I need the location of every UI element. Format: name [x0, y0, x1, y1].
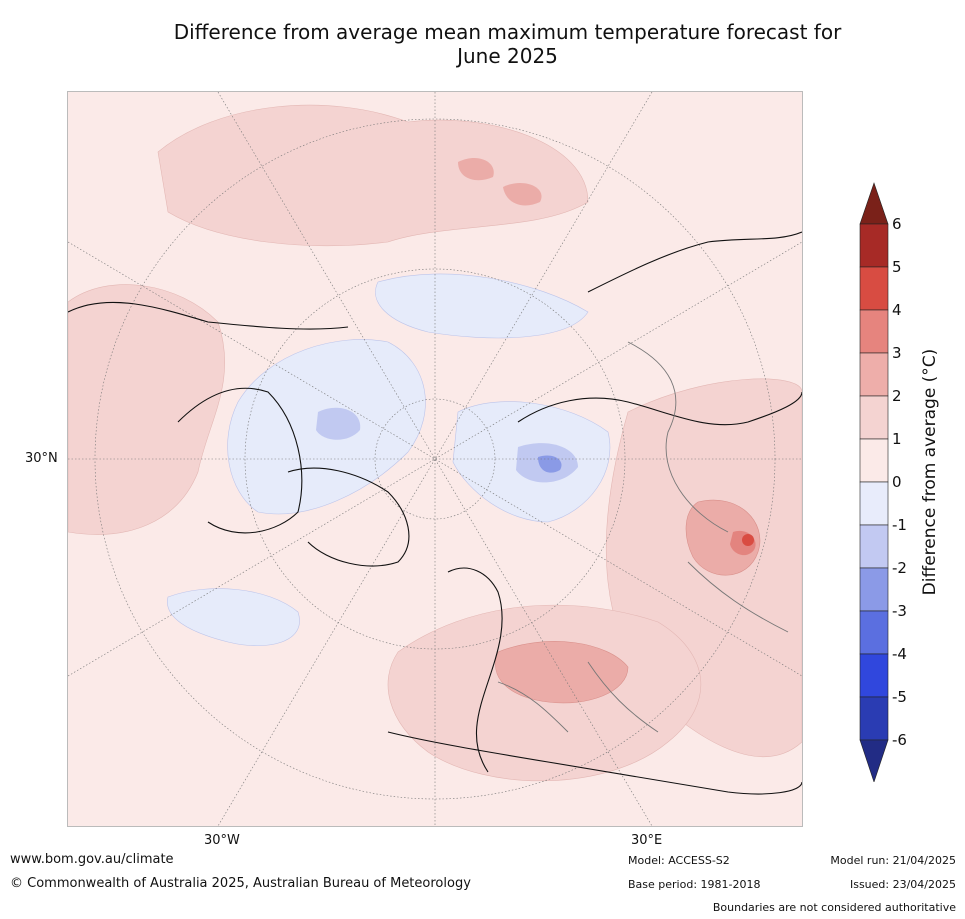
- colorbar-band: [859, 610, 889, 655]
- colorbar-under-arrow: [859, 739, 889, 783]
- colorbar-tick-label: 4: [892, 301, 902, 319]
- footer-copyright: © Commonwealth of Australia 2025, Austra…: [10, 876, 471, 891]
- colorbar-band: [859, 309, 889, 354]
- colorbar-svg: [859, 182, 889, 783]
- colorbar-band: [859, 653, 889, 698]
- colorbar-band: [859, 524, 889, 569]
- colorbar-tick-label: 0: [892, 473, 902, 491]
- title-line-1: Difference from average mean maximum tem…: [173, 20, 842, 44]
- warm-region-siberia: [685, 499, 761, 576]
- lat-label-30n: 30°N: [25, 451, 58, 466]
- colorbar-tick-label: 6: [892, 215, 902, 233]
- footer-url[interactable]: www.bom.gov.au/climate: [10, 852, 174, 867]
- colorbar-band: [859, 395, 889, 440]
- colorbar-band: [859, 266, 889, 311]
- colorbar-band: [859, 481, 889, 526]
- cool-region-atlantic: [167, 588, 300, 647]
- hot-spot-core: [742, 534, 754, 546]
- colorbar-tick-label: 3: [892, 344, 902, 362]
- colorbar-tick-label: -6: [892, 731, 907, 749]
- footer-model-run: Model run: 21/04/2025: [830, 854, 956, 867]
- warm-region-north-pacific: [157, 104, 589, 247]
- colorbar-tick-label: -3: [892, 602, 907, 620]
- lon-label-30e: 30°E: [631, 833, 663, 848]
- footer-disclaimer: Boundaries are not considered authoritat…: [712, 901, 956, 914]
- colorbar-band: [859, 352, 889, 397]
- chart-title: Difference from average mean maximum tem…: [0, 20, 965, 68]
- colorbar: [859, 182, 889, 786]
- colorbar-band: [859, 438, 889, 483]
- warm-spot-north-2: [503, 182, 542, 206]
- footer-model: Model: ACCESS-S2: [628, 854, 730, 867]
- title-line-2: June 2025: [457, 44, 558, 68]
- country-boundaries: [497, 341, 789, 733]
- colorbar-band: [859, 696, 889, 741]
- warm-spot-north: [458, 157, 494, 181]
- warm-region-north-america: [68, 284, 226, 535]
- cool-region-siberia-north: [375, 273, 589, 339]
- graticule: [68, 92, 802, 826]
- colorbar-tick-label: 5: [892, 258, 902, 276]
- colorbar-tick-label: -1: [892, 516, 907, 534]
- colorbar-over-arrow: [859, 182, 889, 225]
- cool-deep-kara: [538, 455, 562, 473]
- colorbar-tick-label: -4: [892, 645, 907, 663]
- footer-issued: Issued: 23/04/2025: [849, 878, 956, 891]
- map-svg: [68, 92, 802, 826]
- footer-base-period: Base period: 1981-2018: [628, 878, 761, 891]
- colorbar-tick-label: -5: [892, 688, 907, 706]
- warm-region-europe-core: [495, 641, 629, 704]
- colorbar-tick-label: 2: [892, 387, 902, 405]
- colorbar-band: [859, 567, 889, 612]
- forecast-map[interactable]: [67, 91, 803, 827]
- colorbar-tick-label: -2: [892, 559, 907, 577]
- coastlines: [68, 231, 802, 795]
- lon-label-30w: 30°W: [204, 833, 240, 848]
- colorbar-tick-label: 1: [892, 430, 902, 448]
- colorbar-title-text: Difference from average (°C): [920, 348, 940, 596]
- colorbar-band: [859, 223, 889, 268]
- colorbar-title: Difference from average (°C): [900, 322, 960, 622]
- cool-core-canada: [316, 407, 361, 440]
